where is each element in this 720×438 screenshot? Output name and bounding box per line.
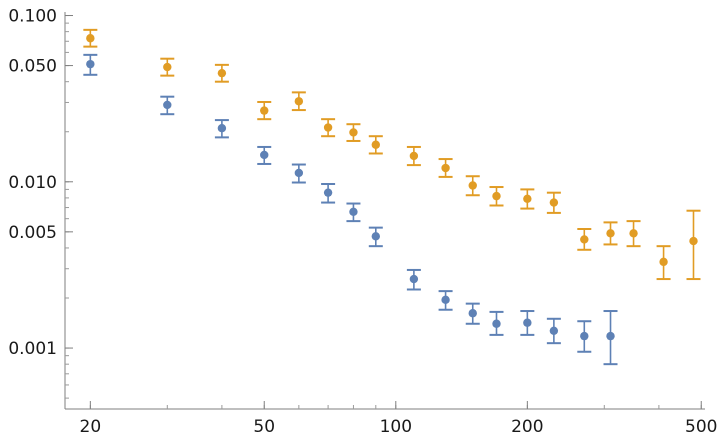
x-tick-label: 500 [685, 417, 717, 437]
y-tick-label: 0.001 [8, 339, 57, 359]
data-point [163, 100, 172, 110]
data-point [86, 34, 95, 43]
x-tick-label: 100 [380, 417, 412, 437]
y-tick-label: 0.010 [8, 173, 57, 193]
data-point [163, 62, 172, 72]
data-point [689, 236, 698, 246]
axes: 0.100 0.050 0.010 0.005 0.001 20 50 100 200 500 [8, 7, 717, 437]
x-axis-ticks: 20 50 100 200 500 [80, 401, 717, 437]
data-point [606, 331, 615, 341]
y-tick-label: 0.050 [8, 57, 57, 77]
data-point [629, 229, 638, 238]
data-series [83, 28, 701, 366]
data-point [580, 331, 589, 341]
data-point [549, 198, 559, 207]
data-point [659, 257, 668, 267]
y-axis-ticks: 0.100 0.050 0.010 0.005 0.001 [8, 7, 73, 399]
series-1 [83, 53, 618, 366]
data-point [492, 319, 501, 328]
data-point [580, 235, 589, 244]
data-point [441, 163, 450, 173]
data-point [371, 232, 380, 241]
data-point [409, 274, 419, 284]
data-point [523, 318, 532, 327]
data-point [492, 191, 501, 201]
data-point [349, 128, 358, 137]
data-point [371, 140, 380, 149]
data-point [468, 309, 477, 318]
data-point [294, 97, 304, 106]
data-point [323, 123, 333, 132]
data-point [468, 181, 477, 190]
data-point [323, 188, 333, 197]
data-point [294, 168, 304, 178]
data-point [217, 124, 227, 133]
data-point [86, 59, 95, 69]
data-point [349, 207, 358, 216]
data-point [409, 151, 419, 161]
y-tick-label: 0.005 [8, 223, 57, 243]
x-tick-label: 20 [80, 417, 102, 437]
data-point [523, 194, 532, 204]
data-point [549, 326, 559, 335]
data-point [441, 295, 450, 305]
series-2 [83, 28, 701, 281]
y-tick-label: 0.100 [8, 7, 57, 27]
x-tick-label: 200 [511, 417, 543, 437]
data-point [217, 68, 227, 78]
data-point [260, 106, 269, 115]
data-point [606, 229, 615, 238]
x-tick-label: 50 [253, 417, 275, 437]
data-point [260, 150, 269, 160]
